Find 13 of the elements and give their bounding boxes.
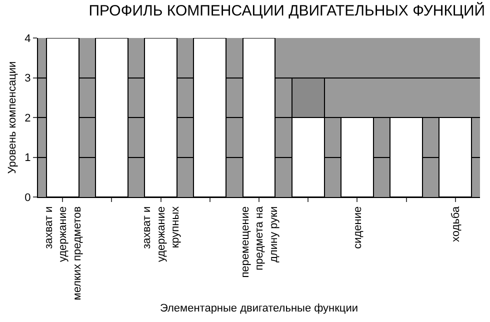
x-tick-label: сидение: [352, 206, 364, 249]
y-tick-label: 1: [24, 152, 31, 164]
x-tick-label: захват и удержание мелких предметов: [42, 206, 84, 300]
y-axis-title: Уровень компенсации: [6, 61, 18, 174]
x-tick-label: перемещение предмета на длину руки: [239, 206, 280, 278]
x-tick-label: захват и удержание крупных: [141, 206, 182, 262]
chart-title: ПРОФИЛЬ КОМПЕНСАЦИИ ДВИГАТЕЛЬНЫХ ФУНКЦИЙ: [88, 1, 486, 20]
y-tick-label: 4: [24, 32, 31, 45]
x-tick-label: ходьба: [450, 206, 462, 242]
x-axis-title: Элементарные двигательные функции: [160, 302, 358, 314]
y-tick-label: 3: [24, 72, 31, 85]
y-tick-label: 2: [24, 112, 31, 124]
y-tick-label: 0: [24, 192, 31, 204]
